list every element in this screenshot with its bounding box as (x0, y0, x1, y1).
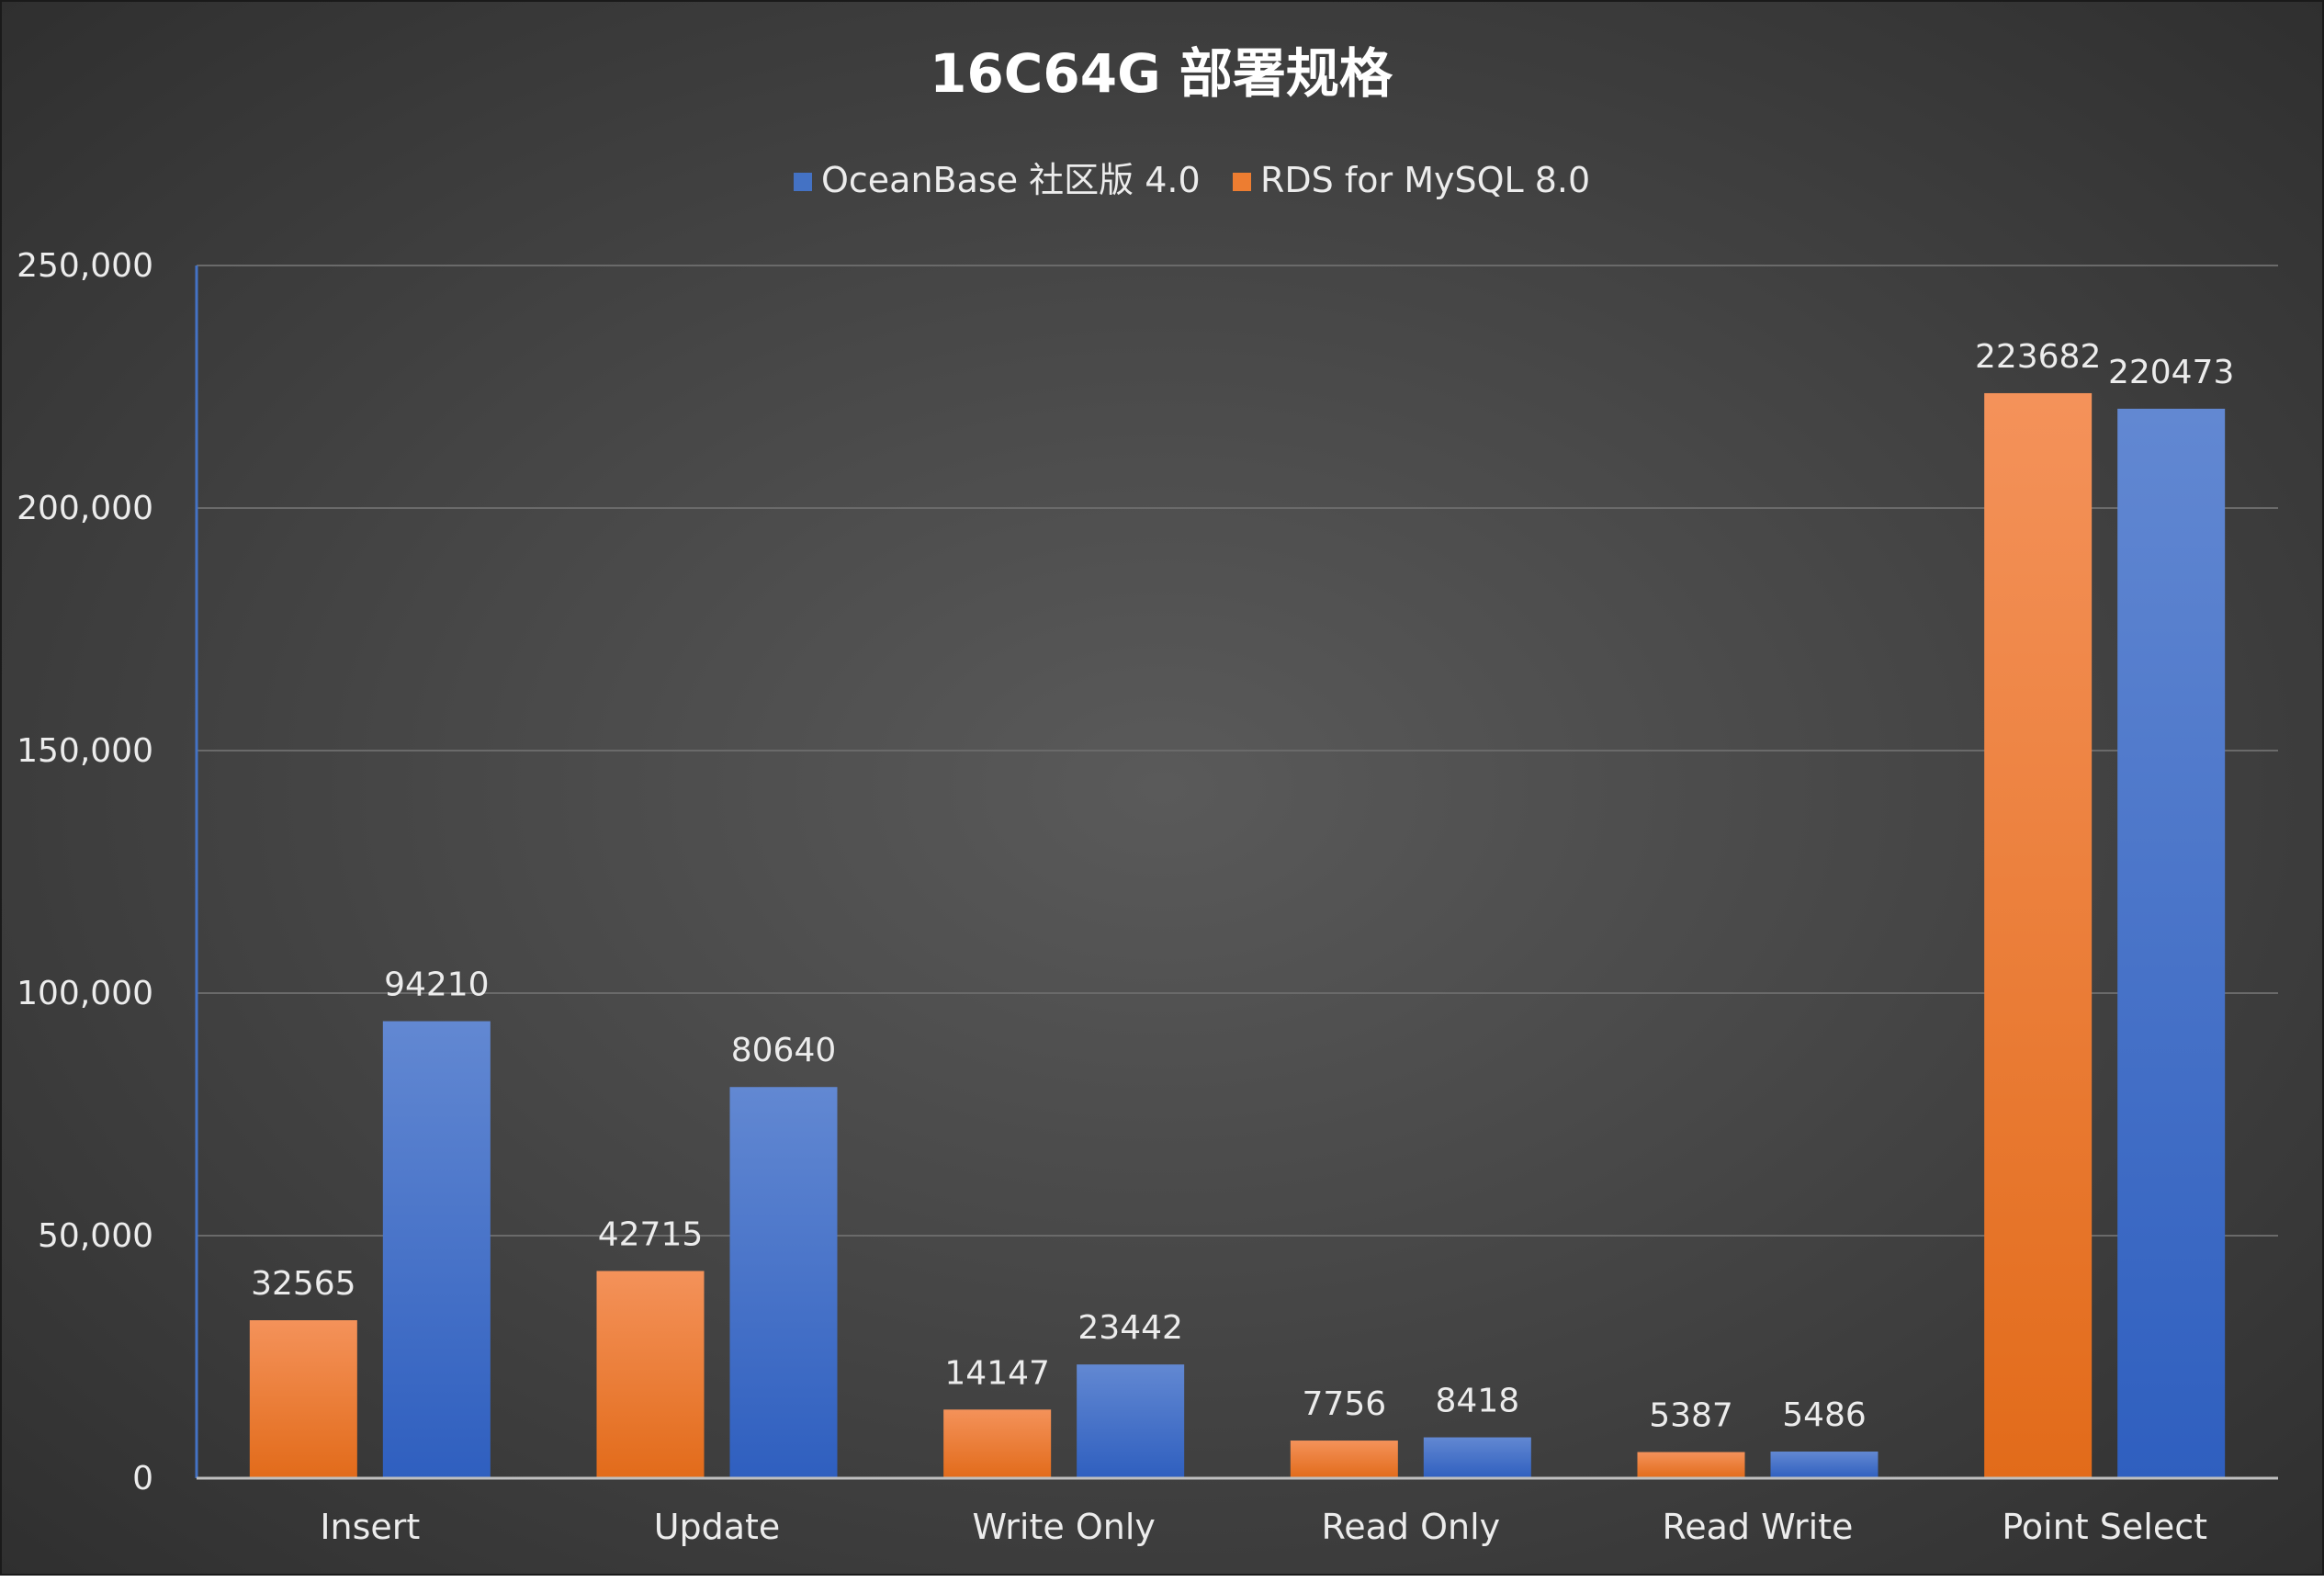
chart-title: 16C64G 部署规格 (930, 42, 1393, 105)
data-label: 7756 (1303, 1385, 1387, 1423)
data-label: 220473 (2108, 354, 2234, 391)
legend-label: RDS for MySQL 8.0 (1260, 160, 1590, 200)
data-label: 223682 (1975, 338, 2101, 376)
y-tick-label: 100,000 (17, 975, 153, 1012)
gridlines (197, 265, 2278, 1237)
bar (596, 1271, 705, 1478)
legend-swatch (794, 173, 812, 191)
y-tick-label: 0 (132, 1460, 153, 1497)
data-label: 23442 (1077, 1309, 1183, 1347)
data-label: 5387 (1649, 1397, 1733, 1435)
legend-label: OceanBase 社区版 4.0 (821, 160, 1201, 200)
x-tick-label: Update (654, 1507, 781, 1547)
x-tick-label: Write Only (972, 1507, 1155, 1547)
bar (249, 1320, 357, 1478)
bars (249, 392, 2226, 1479)
legend-swatch (1233, 173, 1251, 191)
bar (729, 1087, 838, 1478)
bar (1423, 1437, 1531, 1478)
y-tick-label: 150,000 (17, 732, 153, 770)
x-tick-label: Point Select (2002, 1507, 2207, 1547)
data-label: 32565 (251, 1265, 356, 1303)
bar (1637, 1452, 1745, 1478)
data-label: 8418 (1436, 1383, 1520, 1420)
y-tick-label: 50,000 (38, 1217, 153, 1255)
x-tick-label: Insert (320, 1507, 420, 1547)
x-axis: Insert Update Write Only Read Only Read Writ… (197, 1476, 2278, 1547)
bar (1077, 1364, 1185, 1478)
y-tick-label: 200,000 (17, 490, 153, 527)
bar (2117, 408, 2226, 1478)
data-label: 14147 (944, 1354, 1050, 1392)
data-label: 94210 (384, 966, 490, 1004)
data-label: 42715 (598, 1215, 704, 1253)
y-tick-label: 250,000 (17, 247, 153, 285)
x-tick-label: Read Write (1663, 1507, 1854, 1547)
data-label: 80640 (731, 1032, 837, 1069)
bar (943, 1409, 1052, 1478)
legend: OceanBase 社区版 4.0 RDS for MySQL 8.0 (794, 160, 1590, 200)
bar (1984, 392, 2093, 1479)
bar (1770, 1452, 1878, 1478)
bar (382, 1021, 491, 1478)
bar (1290, 1441, 1398, 1478)
value-labels: 32565 94210 42715 80640 14147 23442 7756 8418 53… (251, 338, 2234, 1435)
y-axis: 0 50,000 100,000 150,000 200,000 250,000 (17, 247, 198, 1497)
x-tick-label: Read Only (1322, 1507, 1501, 1547)
data-label: 5486 (1782, 1396, 1867, 1434)
